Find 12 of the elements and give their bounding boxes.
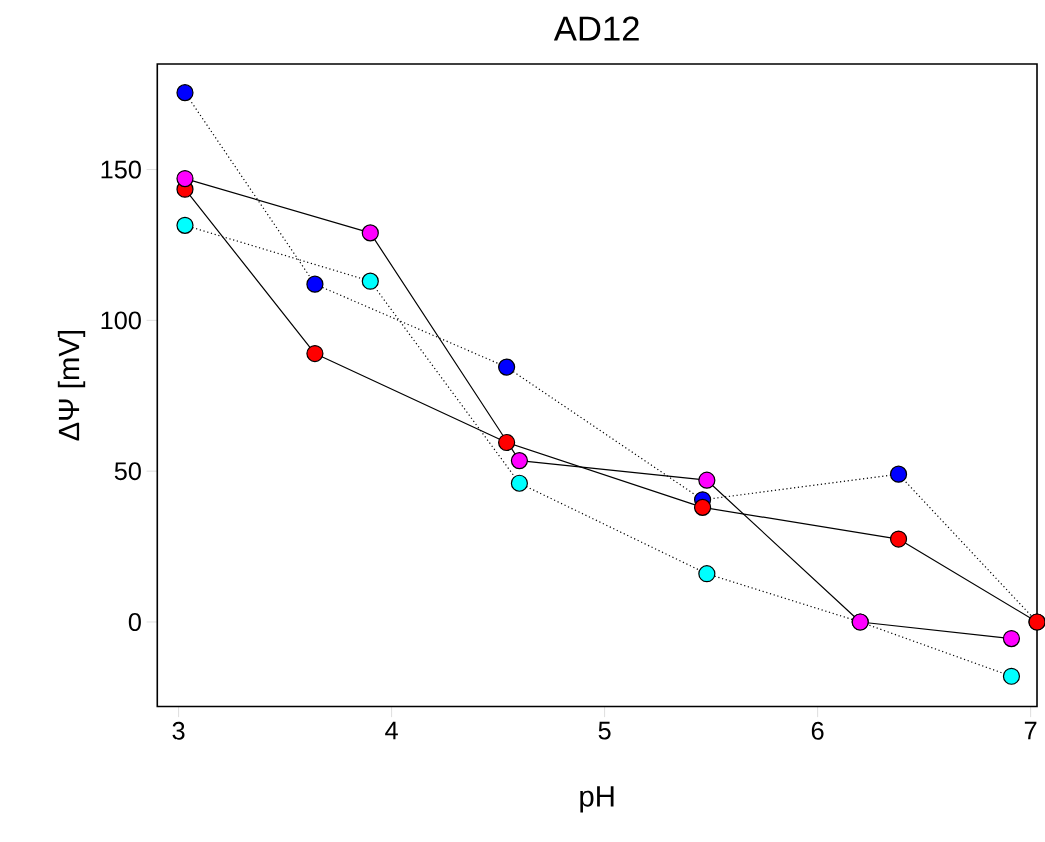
y-tick-label: 100 [101,311,141,330]
x-tick-label: 6 [811,721,824,740]
x-axis-title: pH [580,786,614,813]
x-tick-label: 5 [598,721,611,740]
x-tick-label: 7 [1024,721,1037,740]
x-tick-label: 4 [385,721,398,740]
chart-title: AD12 [553,16,639,41]
y-tick-label: 50 [114,462,141,480]
y-axis-title: ΔΨ [mV] [57,330,86,441]
x-tick-label: 3 [172,721,185,740]
y-tick-label: 0 [128,612,141,631]
y-tick-label: 150 [101,160,141,179]
